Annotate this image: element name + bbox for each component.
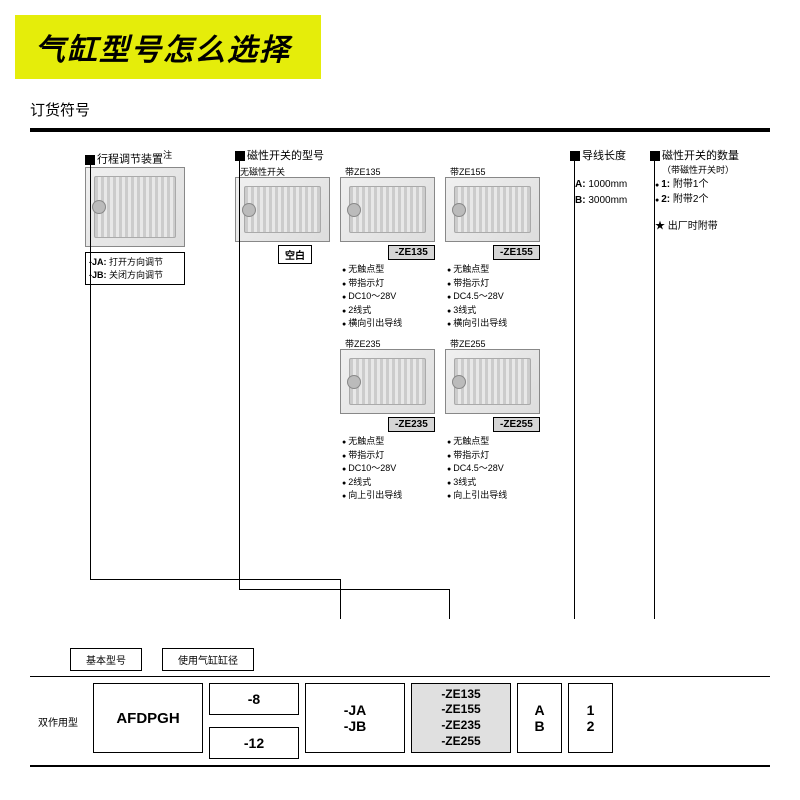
conn-stroke-v2 xyxy=(340,579,341,619)
switch-ze135-specs: 无触点型带指示灯DC10～28V2线式横向引出导线 xyxy=(342,263,402,331)
switch-ze135-img xyxy=(340,177,435,242)
title-banner: 气缸型号怎么选择 xyxy=(15,15,321,79)
order-bore-12: -12 xyxy=(209,727,299,759)
stroke-adj-options: -JA: 打开方向调节 -JB: 关闭方向调节 xyxy=(85,252,185,285)
switch-ze235-img xyxy=(340,349,435,414)
switch-ze135-tag: -ZE135 xyxy=(388,245,435,260)
order-bore-8: -8 xyxy=(209,683,299,715)
order-qty: 12 xyxy=(568,683,613,753)
order-switches: -ZE135-ZE155-ZE235-ZE255 xyxy=(411,683,511,753)
order-len: AB xyxy=(517,683,562,753)
switch-ze255-img xyxy=(445,349,540,414)
conn-switch-v2 xyxy=(449,589,450,619)
stroke-adj-img xyxy=(85,167,185,247)
conn-switch-h xyxy=(239,589,449,590)
switch-ze255-tag: -ZE255 xyxy=(493,417,540,432)
hdr-base: 基本型号 xyxy=(70,648,142,671)
subtitle: 订货符号 xyxy=(30,99,800,120)
switch-none-img xyxy=(235,177,330,242)
section-switch-qty: 磁性开关的数量（带磁性开关时） xyxy=(650,147,739,176)
section-switch-model: 磁性开关的型号 xyxy=(235,147,324,163)
order-type: 双作用型 xyxy=(30,677,90,765)
conn-stroke-h xyxy=(90,579,340,580)
switch-ze155-tag: -ZE155 xyxy=(493,245,540,260)
order-adj: -JA-JB xyxy=(305,683,405,753)
order-base: AFDPGH xyxy=(93,683,203,753)
section-lead-length: 导线长度 xyxy=(570,147,626,163)
divider xyxy=(30,128,770,132)
conn-stroke xyxy=(90,159,91,579)
switch-ze155-img xyxy=(445,177,540,242)
ordering-diagram: 行程调节装置注 磁性开关的型号 导线长度 磁性开关的数量（带磁性开关时） -JA… xyxy=(30,147,770,787)
switch-ze235-specs: 无触点型带指示灯DC10～28V2线式向上引出导线 xyxy=(342,435,402,503)
switch-ze255-specs: 无触点型带指示灯DC4.5～28V3线式向上引出导线 xyxy=(447,435,507,503)
section-stroke-adj: 行程调节装置注 xyxy=(85,147,172,167)
hdr-bore: 使用气缸缸径 xyxy=(162,648,254,671)
switch-qty-star: ★ 出厂时附带 xyxy=(655,217,718,232)
switch-ze155-specs: 无触点型带指示灯DC4.5～28V3线式横向引出导线 xyxy=(447,263,507,331)
conn-lead xyxy=(574,159,575,619)
lead-length-opts: A: 1000mm B: 3000mm xyxy=(575,177,627,209)
conn-qty xyxy=(654,159,655,619)
switch-ze235-tag: -ZE235 xyxy=(388,417,435,432)
order-table: 基本型号 使用气缸缸径 双作用型 AFDPGH -8 -12 -JA-JB -Z… xyxy=(30,648,770,767)
page-title: 气缸型号怎么选择 xyxy=(35,25,291,69)
conn-switch xyxy=(239,159,240,589)
switch-qty-opts: 1: 附带1个 2: 附带2个 xyxy=(655,177,708,207)
switch-none-tag: 空白 xyxy=(278,245,312,264)
